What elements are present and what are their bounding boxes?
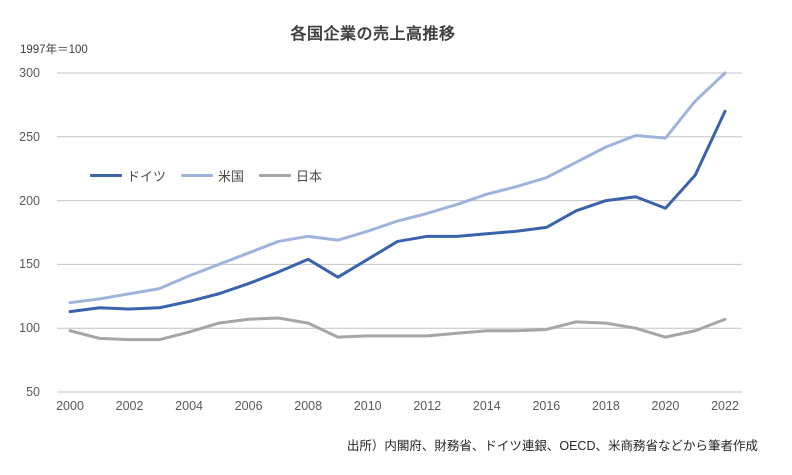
x-axis-tick-label: 2022 bbox=[711, 399, 739, 413]
x-axis-tick-label: 2004 bbox=[175, 399, 203, 413]
legend: ドイツ 米国 日本 bbox=[90, 166, 322, 185]
x-axis-tick-label: 2000 bbox=[56, 399, 84, 413]
x-axis-tick-label: 2014 bbox=[472, 399, 501, 413]
us-line-swatch bbox=[181, 174, 214, 177]
source-note: 出所）内閣府、財務省、ドイツ連銀、OECD、米商務省などから筆者作成 bbox=[346, 439, 758, 453]
x-axis-tick-label: 2010 bbox=[353, 399, 382, 413]
x-axis-tick-label: 2020 bbox=[651, 399, 680, 413]
germany-line-swatch bbox=[90, 174, 122, 177]
series-line-1 bbox=[68, 71, 727, 305]
y-axis-tick-label: 100 bbox=[19, 321, 40, 336]
y-axis-tick-label: 300 bbox=[19, 66, 40, 80]
y-axis-tick-label: 150 bbox=[19, 257, 40, 272]
legend-item-us: 米国 bbox=[181, 166, 244, 185]
chart-title: 各国企業の売上高推移 bbox=[290, 26, 456, 43]
index-base-note: 1997年＝100 bbox=[20, 44, 88, 56]
legend-label-japan: 日本 bbox=[296, 169, 323, 184]
x-axis-tick-label: 2006 bbox=[234, 399, 263, 413]
japan-line-swatch bbox=[259, 174, 292, 177]
y-axis-tick-label: 250 bbox=[19, 129, 40, 144]
series-line-0 bbox=[68, 109, 727, 314]
y-axis-tick-label: 50 bbox=[26, 385, 40, 399]
series-line-2 bbox=[68, 316, 727, 342]
x-axis-tick-label: 2002 bbox=[115, 399, 144, 413]
legend-label-germany: ドイツ bbox=[127, 169, 167, 184]
x-axis-tick-label: 2016 bbox=[532, 399, 561, 413]
legend-item-germany: ドイツ bbox=[90, 166, 166, 185]
x-axis-tick-label: 2008 bbox=[294, 399, 323, 413]
legend-label-us: 米国 bbox=[218, 169, 245, 184]
legend-item-japan: 日本 bbox=[259, 166, 322, 185]
x-axis-tick-label: 2018 bbox=[592, 399, 620, 413]
y-axis-tick-label: 200 bbox=[19, 193, 40, 208]
x-axis-tick-label: 2012 bbox=[413, 399, 442, 413]
